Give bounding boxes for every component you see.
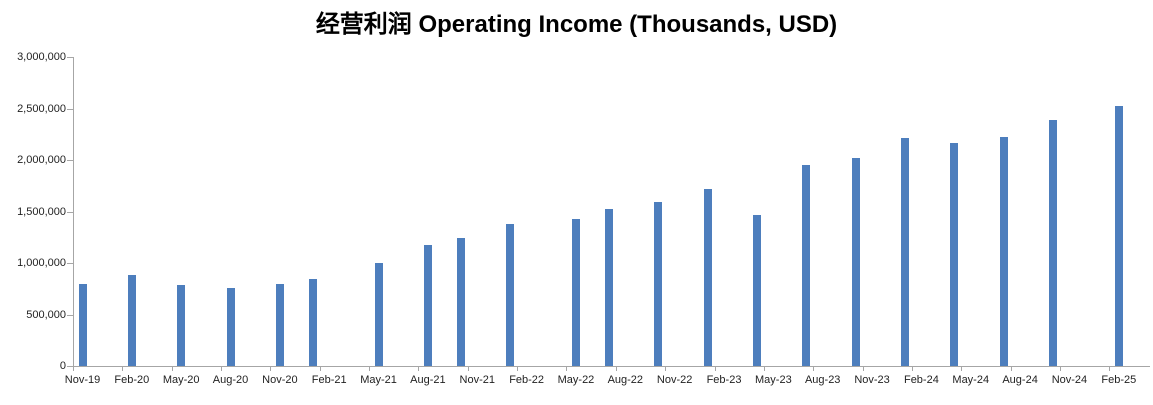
bar-Aug-23 [802, 165, 811, 366]
y-axis-tick [67, 160, 73, 161]
x-axis-tick [319, 366, 321, 371]
y-axis-tick [67, 314, 73, 316]
y-axis-tick [67, 263, 73, 264]
x-axis-tick [615, 366, 617, 371]
x-axis-tick [566, 366, 568, 371]
x-axis-tick [418, 366, 420, 371]
x-axis-tick-label: Aug-21 [410, 374, 446, 386]
x-axis-tick [517, 366, 519, 371]
bar-Feb-23 [703, 188, 712, 366]
x-axis-tick-label: Nov-22 [656, 374, 693, 386]
bar-Feb-22 [506, 223, 515, 366]
x-axis-tick-label: Nov-23 [854, 374, 890, 386]
x-axis-tick [171, 366, 173, 371]
x-axis-tick [1010, 366, 1012, 371]
x-axis-tick [714, 366, 716, 371]
x-axis-line [73, 366, 1150, 367]
x-axis-tick-label: Nov-24 [1051, 374, 1088, 386]
x-axis-tick [665, 366, 667, 371]
y-axis-line [73, 57, 74, 371]
x-axis-tick [73, 366, 74, 371]
y-axis-tick [67, 57, 73, 58]
y-axis-tick-label: 1,500,000 [17, 205, 66, 218]
y-axis-tick-label: 2,000,000 [17, 154, 66, 166]
bar-Nov-20 [275, 283, 284, 366]
x-axis-tick [1059, 366, 1061, 371]
chart-title: 经营利润 Operating Income (Thousands, USD) [315, 11, 838, 38]
bar-Feb-24 [900, 137, 909, 366]
x-axis-tick-label: Aug-22 [607, 374, 644, 386]
bar-Nov-19 [78, 283, 87, 366]
y-axis-tick-label: 0 [59, 360, 66, 372]
bar-Nov-23 [851, 157, 860, 366]
bar-May-21 [374, 263, 383, 366]
y-axis-tick-label: 3,000,000 [17, 51, 66, 63]
x-axis-tick-label: Aug-24 [1002, 374, 1038, 386]
bar-Nov-21 [456, 238, 465, 366]
x-axis-tick [1109, 366, 1111, 371]
bar-May-20 [177, 284, 186, 366]
x-axis-tick-label: Nov-20 [262, 374, 298, 386]
y-axis-tick-label: 500,000 [26, 308, 66, 321]
bar-Aug-24 [999, 136, 1008, 366]
y-axis-tick [67, 366, 73, 367]
x-axis-tick [813, 366, 815, 371]
y-axis-tick-label: 1,000,000 [17, 257, 66, 269]
y-axis-tick-label: 2,500,000 [17, 102, 66, 115]
x-axis-tick [467, 366, 469, 371]
x-axis-tick-label: Feb-20 [114, 374, 150, 386]
x-axis-tick [122, 366, 124, 371]
bar-May-22 [571, 218, 580, 366]
x-axis-tick-label: Nov-19 [64, 374, 101, 386]
x-axis-tick-label: Feb-24 [903, 374, 939, 386]
x-axis-tick [862, 366, 864, 371]
bar-Nov-22 [654, 201, 663, 366]
x-axis-tick-label: May-24 [952, 374, 990, 386]
bar-May-23 [752, 215, 761, 366]
bar-May-24 [950, 143, 959, 366]
y-axis-tick [67, 108, 73, 110]
y-axis-tick [67, 211, 73, 213]
x-axis-tick-label: Feb-22 [509, 374, 545, 386]
x-axis-tick [763, 366, 765, 371]
x-axis-tick-label: Nov-21 [459, 374, 495, 386]
x-axis-tick [369, 366, 371, 371]
bar-Aug-20 [226, 287, 235, 366]
x-axis-tick [221, 366, 223, 371]
bar-Aug-22 [604, 209, 613, 366]
bar-Nov-24 [1049, 119, 1057, 366]
bar-Feb-25 [1114, 105, 1123, 366]
x-axis-tick-label: Feb-21 [311, 374, 347, 386]
bar-Feb-20 [127, 274, 136, 366]
bar-Aug-21 [423, 245, 432, 366]
x-axis-tick-label: May-20 [162, 374, 200, 386]
x-axis-tick-label: Aug-23 [804, 374, 841, 386]
x-axis-tick-label: Aug-20 [212, 374, 249, 386]
x-axis-tick-label: Feb-25 [1101, 374, 1137, 386]
x-axis-tick [270, 366, 272, 371]
x-axis-tick-label: May-23 [755, 374, 792, 386]
x-axis-tick-label: May-21 [360, 374, 397, 386]
x-axis-tick-label: Feb-23 [706, 374, 742, 386]
bar-Feb-21 [308, 278, 317, 366]
x-axis-tick [961, 366, 963, 371]
x-axis-tick [911, 366, 913, 371]
x-axis-tick-label: May-22 [557, 374, 595, 386]
